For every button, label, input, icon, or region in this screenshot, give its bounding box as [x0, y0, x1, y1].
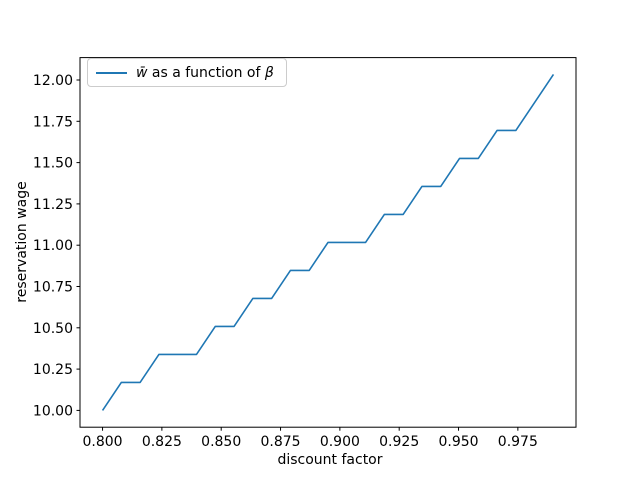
x-tick-label: 0.875	[260, 434, 300, 450]
x-tick-label: 0.850	[201, 434, 241, 450]
x-tick-label: 0.950	[438, 434, 478, 450]
y-tick-label: 11.75	[33, 114, 73, 130]
legend: w̄ as a function of β	[87, 58, 287, 87]
y-tick-label: 11.00	[33, 238, 73, 254]
reservation-wage-line	[101, 73, 555, 411]
x-tick-label: 0.975	[498, 434, 538, 450]
legend-label-text: as a function of	[147, 64, 265, 81]
legend-label: w̄ as a function of β	[136, 65, 274, 81]
y-tick-label: 10.50	[33, 321, 73, 337]
y-tick-label: 10.25	[33, 362, 73, 378]
y-axis-label: reservation wage	[14, 181, 30, 303]
legend-line-sample	[96, 71, 127, 74]
y-tick-label: 11.50	[33, 156, 73, 172]
y-tick-label: 11.25	[33, 197, 73, 213]
legend-label-wbar: w̄	[136, 64, 148, 81]
y-tick-label: 10.75	[33, 279, 73, 295]
x-tick-label: 0.900	[320, 434, 360, 450]
y-tick-label: 10.00	[33, 403, 73, 419]
legend-label-beta: β	[264, 64, 274, 81]
x-axis-label: discount factor	[277, 452, 383, 468]
x-tick-label: 0.925	[379, 434, 419, 450]
x-tick-label: 0.800	[82, 434, 122, 450]
y-tick-label: 12.00	[33, 73, 73, 89]
x-tick-label: 0.825	[142, 434, 182, 450]
axes-spines	[79, 57, 577, 428]
